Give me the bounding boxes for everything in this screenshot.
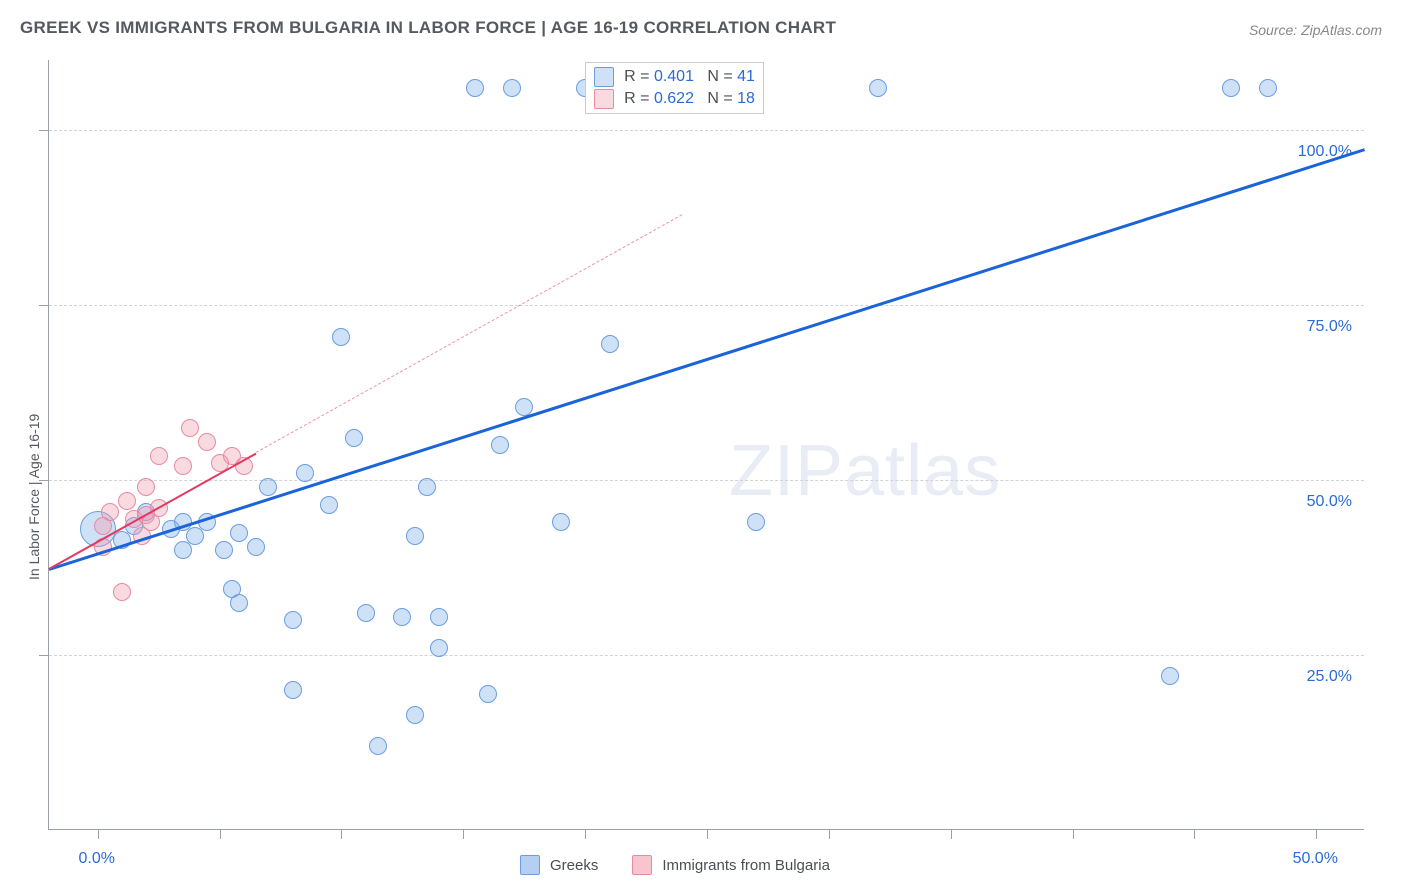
- data-point-greeks: [1259, 79, 1277, 97]
- chart-container: { "meta": { "title": "GREEK VS IMMIGRANT…: [0, 0, 1406, 892]
- data-point-bulgaria: [198, 433, 216, 451]
- data-point-greeks: [215, 541, 233, 559]
- data-point-greeks: [186, 527, 204, 545]
- data-point-greeks: [357, 604, 375, 622]
- data-point-greeks: [503, 79, 521, 97]
- legend-stats-row-bulgaria: R = 0.622 N = 18: [594, 89, 755, 109]
- data-point-greeks: [230, 594, 248, 612]
- legend-label-greeks: Greeks: [550, 857, 598, 874]
- legend-stats-row-greeks: R = 0.401 N = 41: [594, 67, 755, 87]
- source-prefix: Source:: [1249, 22, 1301, 38]
- y-tick-label: 75.0%: [1307, 318, 1352, 336]
- x-tick: [951, 829, 952, 839]
- gridline: [49, 305, 1364, 306]
- legend-swatch-bulgaria: [632, 855, 652, 875]
- legend-stats: R = 0.401 N = 41 R = 0.622 N = 18: [585, 62, 764, 114]
- chart-title: GREEK VS IMMIGRANTS FROM BULGARIA IN LAB…: [20, 18, 836, 38]
- data-point-greeks: [1161, 667, 1179, 685]
- data-point-bulgaria: [174, 457, 192, 475]
- data-point-greeks: [1222, 79, 1240, 97]
- x-tick: [463, 829, 464, 839]
- watermark: ZIPatlas: [729, 430, 1001, 512]
- y-tick: [39, 480, 49, 481]
- data-point-greeks: [345, 429, 363, 447]
- y-tick: [39, 305, 49, 306]
- y-tick: [39, 655, 49, 656]
- data-point-greeks: [466, 79, 484, 97]
- x-tick: [585, 829, 586, 839]
- data-point-greeks: [430, 639, 448, 657]
- data-point-greeks: [296, 464, 314, 482]
- x-tick: [1316, 829, 1317, 839]
- data-point-greeks: [430, 608, 448, 626]
- y-tick-label: 50.0%: [1307, 493, 1352, 511]
- data-point-greeks: [869, 79, 887, 97]
- x-tick: [1194, 829, 1195, 839]
- data-point-greeks: [406, 706, 424, 724]
- data-point-greeks: [259, 478, 277, 496]
- data-point-greeks: [284, 611, 302, 629]
- y-tick: [39, 130, 49, 131]
- gridline: [49, 655, 1364, 656]
- legend-label-bulgaria: Immigrants from Bulgaria: [662, 857, 830, 874]
- x-tick: [220, 829, 221, 839]
- data-point-greeks: [332, 328, 350, 346]
- legend-stats-swatch: [594, 89, 614, 109]
- x-tick: [829, 829, 830, 839]
- gridline: [49, 130, 1364, 131]
- x-tick-label: 50.0%: [1293, 850, 1338, 868]
- data-point-greeks: [601, 335, 619, 353]
- data-point-bulgaria: [181, 419, 199, 437]
- trendline: [256, 214, 683, 453]
- data-point-greeks: [247, 538, 265, 556]
- x-tick: [341, 829, 342, 839]
- source-name: ZipAtlas.com: [1301, 22, 1382, 38]
- y-tick-label: 100.0%: [1298, 143, 1352, 161]
- x-tick: [707, 829, 708, 839]
- data-point-bulgaria: [137, 478, 155, 496]
- data-point-greeks: [491, 436, 509, 454]
- legend-stats-swatch: [594, 67, 614, 87]
- data-point-greeks: [320, 496, 338, 514]
- data-point-greeks: [369, 737, 387, 755]
- legend-stats-text: R = 0.622 N = 18: [624, 90, 755, 108]
- data-point-greeks: [230, 524, 248, 542]
- trendline: [49, 148, 1366, 571]
- data-point-bulgaria: [101, 503, 119, 521]
- y-axis-label: In Labor Force | Age 16-19: [26, 414, 42, 580]
- legend-stats-text: R = 0.401 N = 41: [624, 68, 755, 86]
- legend-swatch-greeks: [520, 855, 540, 875]
- data-point-greeks: [284, 681, 302, 699]
- data-point-greeks: [747, 513, 765, 531]
- data-point-bulgaria: [113, 583, 131, 601]
- gridline: [49, 480, 1364, 481]
- x-tick: [1073, 829, 1074, 839]
- data-point-bulgaria: [150, 447, 168, 465]
- x-tick: [98, 829, 99, 839]
- data-point-greeks: [406, 527, 424, 545]
- data-point-greeks: [515, 398, 533, 416]
- data-point-greeks: [552, 513, 570, 531]
- data-point-greeks: [174, 541, 192, 559]
- x-tick-label: 0.0%: [79, 850, 115, 868]
- data-point-greeks: [393, 608, 411, 626]
- y-tick-label: 25.0%: [1307, 668, 1352, 686]
- source-attribution: Source: ZipAtlas.com: [1249, 22, 1382, 38]
- data-point-greeks: [418, 478, 436, 496]
- data-point-bulgaria: [118, 492, 136, 510]
- legend-bottom: Greeks Immigrants from Bulgaria: [520, 855, 830, 875]
- plot-area: ZIPatlas 25.0% 50.0% 75.0% 100.0% R = 0.401 …: [48, 60, 1364, 830]
- data-point-greeks: [479, 685, 497, 703]
